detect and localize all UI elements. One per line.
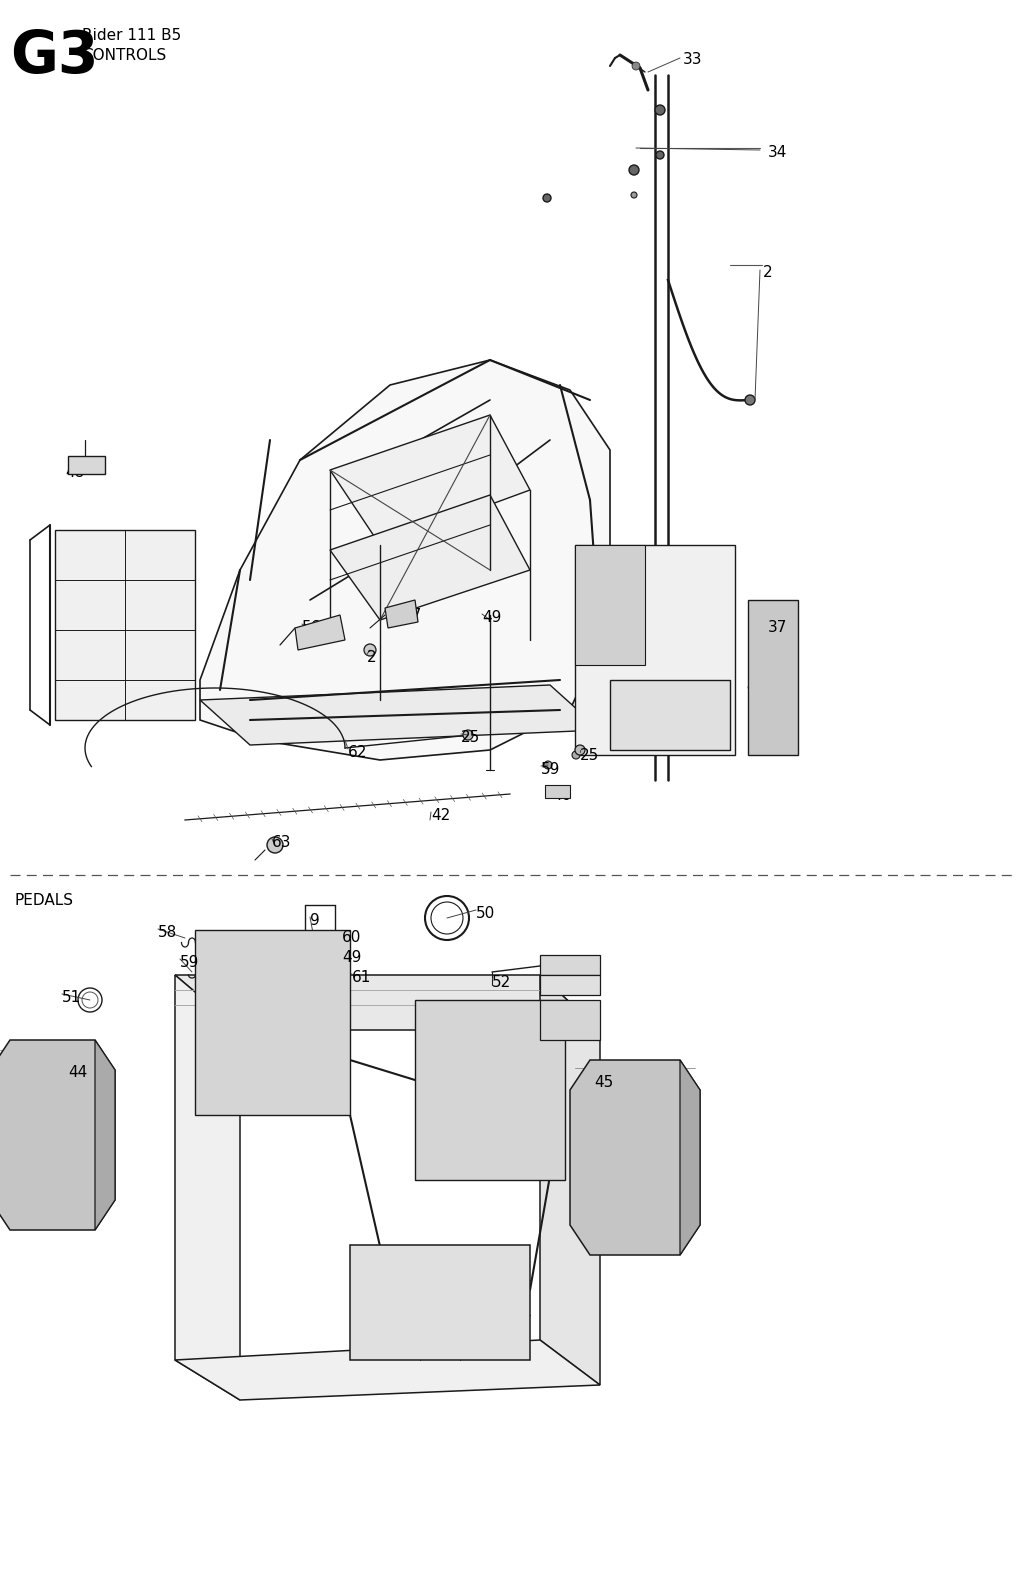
Text: 2: 2 bbox=[367, 649, 377, 665]
Text: PEDALS: PEDALS bbox=[15, 893, 74, 909]
Text: 9: 9 bbox=[310, 913, 319, 927]
Text: CONTROLS: CONTROLS bbox=[82, 49, 166, 63]
Polygon shape bbox=[295, 615, 345, 649]
Polygon shape bbox=[95, 1041, 115, 1229]
Text: 55: 55 bbox=[543, 1005, 562, 1020]
Circle shape bbox=[313, 956, 323, 965]
Text: 60: 60 bbox=[342, 931, 361, 945]
Polygon shape bbox=[200, 685, 600, 745]
Circle shape bbox=[629, 165, 639, 174]
Circle shape bbox=[463, 729, 473, 740]
Text: 51: 51 bbox=[62, 990, 81, 1005]
Circle shape bbox=[575, 745, 585, 755]
Text: 40: 40 bbox=[552, 788, 571, 803]
Text: 63: 63 bbox=[272, 835, 292, 850]
Polygon shape bbox=[350, 1245, 530, 1360]
Text: 58: 58 bbox=[158, 924, 177, 940]
Text: 62: 62 bbox=[348, 745, 368, 759]
Polygon shape bbox=[330, 495, 530, 619]
Text: 48: 48 bbox=[65, 465, 84, 479]
Polygon shape bbox=[195, 931, 350, 1115]
Polygon shape bbox=[200, 360, 610, 759]
Polygon shape bbox=[540, 975, 600, 1385]
Polygon shape bbox=[385, 601, 418, 627]
Text: 49: 49 bbox=[482, 610, 502, 626]
Text: 37: 37 bbox=[768, 619, 787, 635]
Polygon shape bbox=[330, 415, 530, 545]
Circle shape bbox=[572, 751, 580, 759]
Polygon shape bbox=[175, 1339, 600, 1401]
Polygon shape bbox=[680, 1060, 700, 1254]
Text: 34: 34 bbox=[768, 145, 787, 160]
Text: Rider 111 B5: Rider 111 B5 bbox=[82, 28, 181, 42]
Circle shape bbox=[745, 395, 755, 406]
Polygon shape bbox=[540, 1000, 600, 1041]
Circle shape bbox=[656, 151, 664, 159]
Text: 50: 50 bbox=[476, 905, 496, 921]
Text: 2: 2 bbox=[763, 266, 773, 280]
Text: 53: 53 bbox=[543, 960, 562, 975]
Circle shape bbox=[655, 105, 665, 115]
Circle shape bbox=[616, 737, 624, 747]
Polygon shape bbox=[415, 1000, 565, 1181]
Circle shape bbox=[364, 645, 376, 656]
Polygon shape bbox=[55, 530, 195, 720]
Circle shape bbox=[543, 193, 551, 201]
Polygon shape bbox=[0, 1041, 115, 1229]
Text: 25: 25 bbox=[580, 748, 599, 762]
Polygon shape bbox=[545, 784, 570, 799]
Text: 59: 59 bbox=[541, 762, 560, 777]
Polygon shape bbox=[175, 975, 600, 1030]
Polygon shape bbox=[575, 545, 735, 755]
Polygon shape bbox=[68, 456, 105, 475]
Circle shape bbox=[314, 976, 322, 984]
Text: 49: 49 bbox=[342, 949, 361, 965]
Text: 45: 45 bbox=[594, 1075, 613, 1089]
Circle shape bbox=[631, 192, 637, 198]
Text: 61: 61 bbox=[352, 970, 372, 986]
Circle shape bbox=[716, 737, 724, 747]
Text: G3: G3 bbox=[10, 28, 98, 85]
Circle shape bbox=[267, 836, 283, 854]
Text: 54: 54 bbox=[543, 979, 562, 995]
Text: 57: 57 bbox=[403, 608, 422, 623]
Polygon shape bbox=[175, 975, 240, 1401]
Circle shape bbox=[544, 761, 552, 769]
Circle shape bbox=[716, 684, 724, 692]
Text: 25: 25 bbox=[461, 729, 480, 745]
Text: 52: 52 bbox=[492, 975, 511, 990]
Text: 44: 44 bbox=[68, 1064, 87, 1080]
Polygon shape bbox=[570, 1060, 700, 1254]
Polygon shape bbox=[748, 601, 798, 755]
Polygon shape bbox=[575, 545, 645, 665]
Text: 33: 33 bbox=[683, 52, 702, 68]
Polygon shape bbox=[610, 681, 730, 750]
Text: 56: 56 bbox=[302, 619, 322, 635]
Polygon shape bbox=[540, 956, 600, 975]
Polygon shape bbox=[540, 975, 600, 995]
Circle shape bbox=[616, 684, 624, 692]
Circle shape bbox=[632, 61, 640, 71]
Text: 59: 59 bbox=[180, 956, 200, 970]
Text: 42: 42 bbox=[431, 808, 451, 824]
